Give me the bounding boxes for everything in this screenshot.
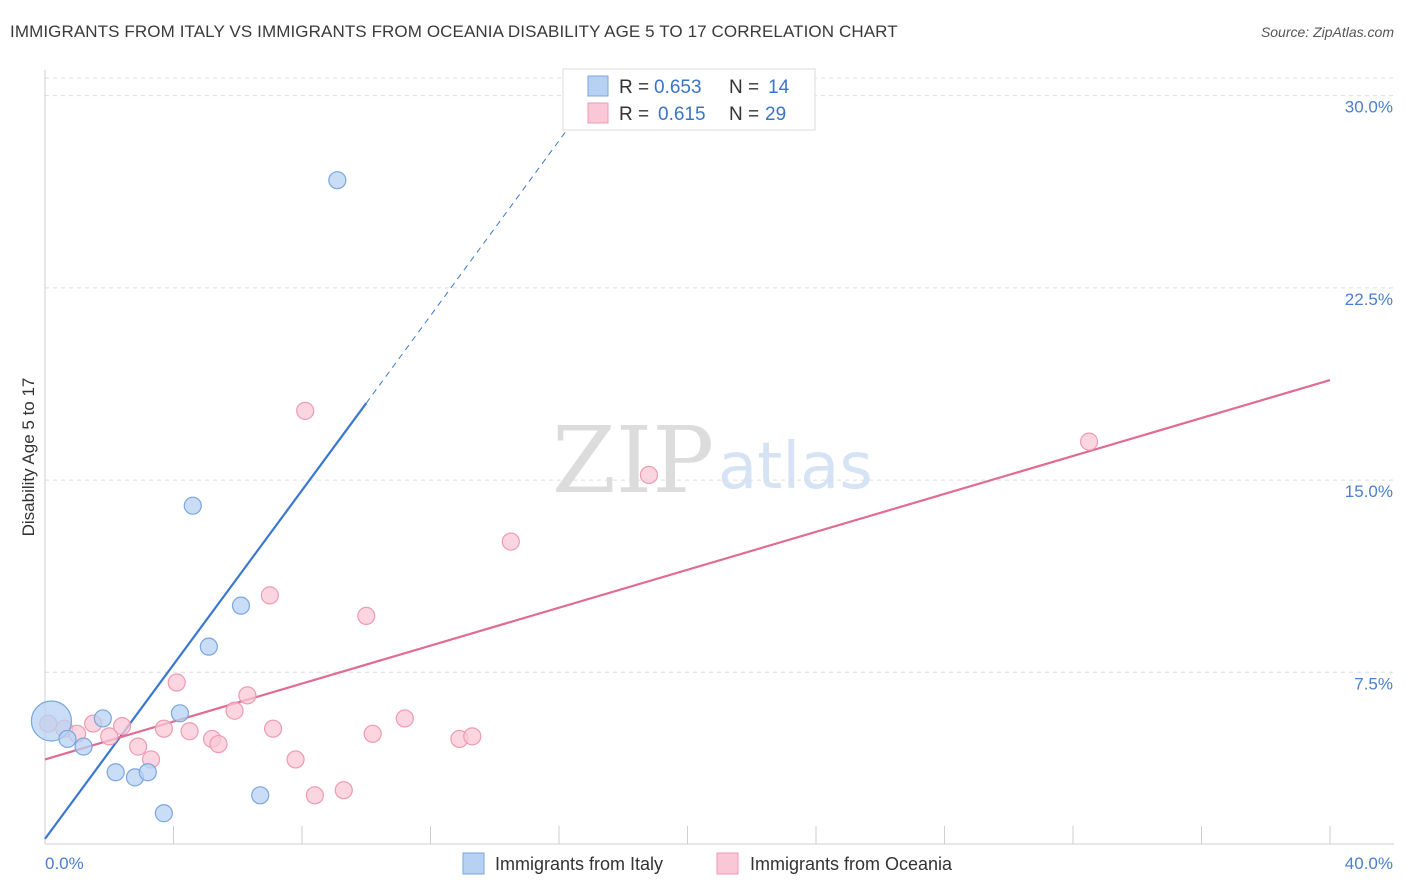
y-tick-label: 30.0% [1345,98,1393,117]
oceania-point [260,586,279,605]
x-tick-label-min: 0.0% [45,854,84,873]
legend-italy-n-value: 14 [768,77,790,98]
oceania-point [112,717,132,736]
y-tick-labels: 7.5% 15.0% 22.5% 30.0% [1345,98,1393,694]
y-tick-label: 15.0% [1345,482,1393,501]
oceania-point [238,686,257,705]
oceania-point [334,781,353,800]
italy-point [231,596,251,615]
watermark-atlas: atlas [718,430,873,504]
chart-source: Source: ZipAtlas.com [1260,24,1394,40]
stats-legend: R = 0.653 N = 14 R = 0.615 N = 29 [562,68,816,131]
legend-italy-n-label: N = [729,77,759,98]
legend-italy-r-value: 0.653 [654,77,702,98]
legend-oceania-r-label: R = [619,104,649,125]
oceania-point [501,532,520,551]
oceania-point [100,727,119,746]
italy-point [106,763,125,782]
series-legend: Immigrants from Italy Immigrants from Oc… [462,852,953,875]
oceania-point [209,734,228,754]
oceania-point [305,786,324,805]
legend-oceania-n-label: N = [729,104,759,125]
italy-trend-line [44,402,368,840]
oceania-point [357,606,376,626]
oceania-point [1079,432,1099,451]
oceania-point [639,465,659,485]
italy-point [183,496,202,515]
legend-swatch-oceania [587,102,609,124]
data-points [30,171,1099,823]
legend-oceania-n-value: 29 [765,104,786,125]
y-tick-label: 22.5% [1345,290,1393,309]
oceania-point [167,673,186,692]
italy-point [199,637,218,656]
italy-point [251,786,270,805]
oceania-point [263,719,283,738]
legend-italy-r-label: R = [619,77,649,98]
italy-point [154,804,173,823]
italy-point [74,737,93,756]
italy-trend-extension [365,74,608,404]
oceania-point [225,701,244,720]
series-legend-swatch-italy [462,852,485,875]
x-tick-labels: 0.0% 40.0% [45,854,1393,873]
oceania-point [395,709,414,728]
watermark: ZIP atlas [552,407,873,514]
oceania-point [296,401,315,420]
series-legend-oceania: Immigrants from Oceania [750,854,953,874]
series-legend-italy: Immigrants from Italy [495,854,663,874]
oceania-point [180,722,199,741]
italy-point [328,171,347,190]
italy-point [30,700,73,742]
series-legend-swatch-oceania [716,852,739,875]
italy-point [93,709,112,728]
watermark-zip: ZIP [552,407,714,514]
italy-point [170,704,190,723]
oceania-point [154,719,173,738]
legend-oceania-r-value: 0.615 [658,104,706,125]
legend-swatch-italy [587,75,609,97]
oceania-trend-line [44,379,1331,761]
oceania-point [129,737,148,756]
oceania-point [363,724,382,743]
y-tick-label: 7.5% [1354,674,1393,693]
italy-point [138,763,157,782]
italy-point [58,729,77,749]
trend-lines [44,74,1331,840]
oceania-point [286,750,305,769]
x-tick-label-max: 40.0% [1345,854,1393,873]
chart-title: IMMIGRANTS FROM ITALY VS IMMIGRANTS FROM… [10,22,898,41]
oceania-point [463,727,482,746]
y-axis-label: Disability Age 5 to 17 [19,378,38,537]
